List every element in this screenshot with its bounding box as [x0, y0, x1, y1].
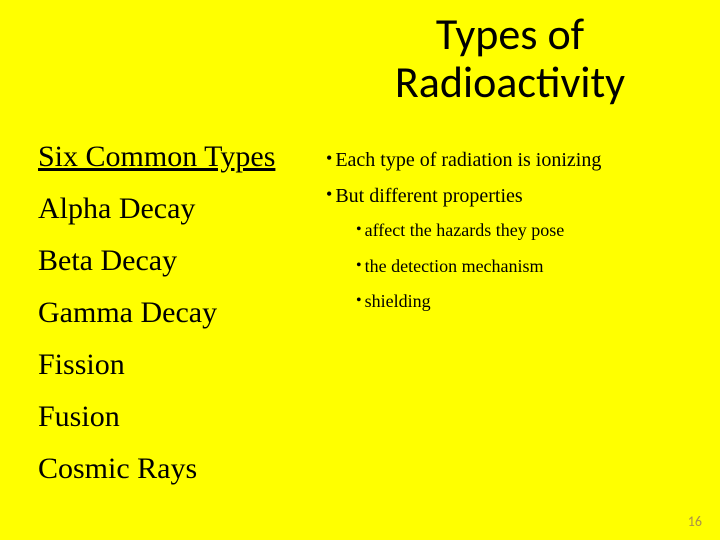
- bullet-icon: •: [356, 291, 362, 310]
- sub-bullet-item: • the detection mechanism: [356, 256, 601, 278]
- bullet-text: Each type of radiation is ionizing: [335, 148, 601, 172]
- bullet-icon: •: [326, 184, 332, 206]
- sub-bullet-list: • affect the hazards they pose • the det…: [356, 220, 601, 313]
- left-heading: Six Common Types: [38, 140, 275, 174]
- bullet-icon: •: [356, 220, 362, 239]
- page-number: 16: [688, 513, 702, 530]
- bullet-text: But different properties: [335, 184, 522, 208]
- left-item: Fission: [38, 348, 275, 382]
- sub-bullet-text: the detection mechanism: [365, 256, 544, 278]
- left-item: Beta Decay: [38, 244, 275, 278]
- bullet-item: • But different properties: [326, 184, 601, 208]
- bullet-item: • Each type of radiation is ionizing: [326, 148, 601, 172]
- left-item: Cosmic Rays: [38, 452, 275, 486]
- bullet-icon: •: [356, 256, 362, 275]
- sub-bullet-item: • shielding: [356, 291, 601, 313]
- left-item: Alpha Decay: [38, 192, 275, 226]
- sub-bullet-text: shielding: [365, 291, 431, 313]
- sub-bullet-item: • affect the hazards they pose: [356, 220, 601, 242]
- left-item: Gamma Decay: [38, 296, 275, 330]
- left-item: Fusion: [38, 400, 275, 434]
- slide-title: Types of Radioactivity: [350, 10, 670, 107]
- bullet-icon: •: [326, 148, 332, 170]
- sub-bullet-text: affect the hazards they pose: [365, 220, 565, 242]
- right-column: • Each type of radiation is ionizing • B…: [326, 148, 601, 327]
- slide: Types of Radioactivity Six Common Types …: [0, 0, 720, 540]
- left-column: Six Common Types Alpha Decay Beta Decay …: [38, 140, 275, 504]
